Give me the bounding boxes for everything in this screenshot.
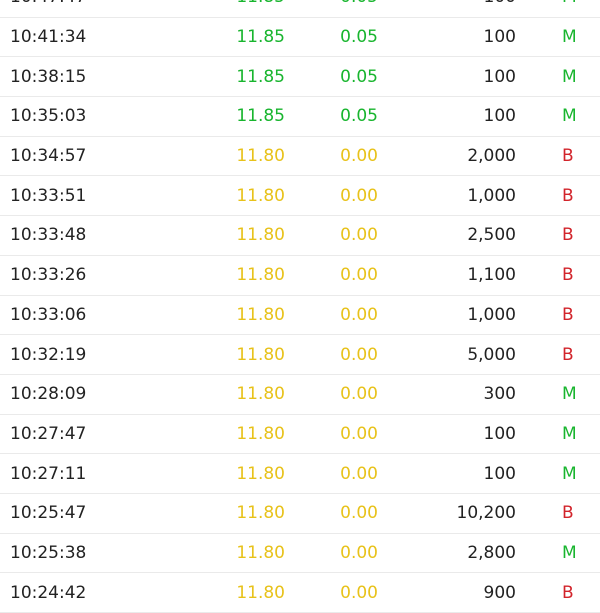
trade-type-badge: M: [562, 542, 577, 563]
trade-type-badge: M: [562, 66, 577, 87]
trade-time: 10:33:48: [10, 225, 87, 246]
trade-time: 10:35:03: [10, 106, 87, 127]
trade-volume: 1,000: [467, 304, 516, 325]
trade-volume: 2,000: [467, 146, 516, 167]
trade-volume: 100: [484, 0, 516, 7]
trade-type-badge: B: [562, 185, 574, 206]
trade-row[interactable]: 10:34:57 11.80 0.00 2,000 B: [0, 137, 600, 177]
trade-type-badge: B: [562, 225, 574, 246]
trade-time: 10:33:06: [10, 304, 87, 325]
trade-change: 0.00: [340, 146, 378, 167]
trade-volume: 100: [483, 66, 516, 87]
trade-price: 11.80: [236, 265, 285, 286]
trade-time: 10:33:26: [10, 265, 87, 286]
trade-row[interactable]: 10:38:15 11.85 0.05 100 M: [0, 57, 600, 98]
trade-change: 0.05: [340, 27, 378, 48]
trade-price: 11.80: [236, 185, 285, 206]
trade-price: 11.80: [236, 463, 285, 484]
trade-volume: 5,000: [467, 344, 516, 365]
trade-volume: 100: [483, 423, 516, 444]
trade-type-badge: M: [562, 106, 577, 127]
trade-volume: 300: [483, 384, 516, 405]
trade-time: 10:32:19: [10, 344, 87, 365]
trade-time: 10:38:15: [10, 66, 87, 87]
trade-row[interactable]: 10:32:19 11.80 0.00 5,000 B: [0, 335, 600, 375]
trade-type-badge: B: [562, 304, 574, 325]
trade-change: 0.00: [340, 304, 378, 325]
trade-row[interactable]: 10:24:42 11.80 0.00 900 B: [0, 573, 600, 613]
trade-price: 11.85: [236, 106, 285, 127]
trade-change: 0.00: [340, 225, 378, 246]
trade-price: 11.85: [236, 66, 285, 87]
trade-change: 0.00: [340, 185, 378, 206]
trade-time: 10:33:51: [10, 185, 87, 206]
trade-price: 11.80: [236, 146, 285, 167]
trade-change: 0.00: [340, 503, 378, 524]
trade-price: 11.80: [236, 344, 285, 365]
trade-type-badge: B: [562, 344, 574, 365]
trade-row[interactable]: 10:35:03 11.85 0.05 100 M: [0, 97, 600, 137]
trade-volume: 100: [483, 27, 516, 48]
trade-row[interactable]: 10:33:51 11.80 0.00 1,000 B: [0, 176, 600, 217]
trade-price: 11.85: [236, 27, 285, 48]
trade-change: 0.05: [340, 106, 378, 127]
trade-time: 10:34:57: [10, 146, 87, 167]
trade-price: 11.80: [236, 423, 285, 444]
trade-time: 10:27:11: [10, 463, 87, 484]
trade-time: 10:47:47: [10, 0, 86, 7]
trade-time: 10:28:09: [10, 384, 87, 405]
trade-change: 0.05: [340, 66, 378, 87]
trade-type-badge: B: [562, 146, 574, 167]
trade-row[interactable]: 10:27:11 11.80 0.00 100 M: [0, 454, 600, 494]
trade-row[interactable]: 10:47:47 11.85 0.05 100 M: [0, 0, 600, 18]
trade-change: 0.00: [340, 582, 378, 603]
trade-volume: 900: [483, 582, 516, 603]
trade-change: 0.00: [340, 344, 378, 365]
trade-time: 10:24:42: [10, 582, 87, 603]
trade-time: 10:27:47: [10, 423, 87, 444]
trade-time: 10:41:34: [10, 27, 87, 48]
trade-type-badge: B: [562, 582, 574, 603]
trade-time: 10:25:47: [10, 503, 87, 524]
trade-change: 0.00: [340, 384, 378, 405]
trade-time: 10:25:38: [10, 542, 87, 563]
trade-change: 0.00: [340, 423, 378, 444]
trade-volume: 1,100: [467, 265, 516, 286]
trade-price: 11.80: [236, 225, 285, 246]
trade-row[interactable]: 10:25:38 11.80 0.00 2,800 M: [0, 534, 600, 574]
trade-row[interactable]: 10:33:48 11.80 0.00 2,500 B: [0, 216, 600, 256]
trade-type-badge: M: [562, 0, 577, 7]
trade-change: 0.00: [340, 265, 378, 286]
trade-volume: 1,000: [467, 185, 516, 206]
trade-volume: 2,800: [467, 542, 516, 563]
trade-type-badge: M: [562, 384, 577, 405]
trade-price: 11.80: [236, 384, 285, 405]
trade-change: 0.00: [340, 463, 378, 484]
trade-type-badge: M: [562, 27, 577, 48]
trade-price: 11.85: [236, 0, 285, 7]
trade-row[interactable]: 10:33:26 11.80 0.00 1,100 B: [0, 256, 600, 296]
trade-volume: 100: [483, 106, 516, 127]
trade-price: 11.80: [236, 542, 285, 563]
trade-type-badge: M: [562, 423, 577, 444]
trade-row[interactable]: 10:33:06 11.80 0.00 1,000 B: [0, 296, 600, 336]
trade-row[interactable]: 10:41:34 11.85 0.05 100 M: [0, 18, 600, 58]
trade-price: 11.80: [236, 582, 285, 603]
trade-row[interactable]: 10:25:47 11.80 0.00 10,200 B: [0, 494, 600, 534]
trade-volume: 100: [483, 463, 516, 484]
trade-change: 0.05: [340, 0, 378, 7]
trade-type-badge: B: [562, 503, 574, 524]
trade-type-badge: M: [562, 463, 577, 484]
trade-volume: 10,200: [456, 503, 516, 524]
trade-change: 0.00: [340, 542, 378, 563]
trade-price: 11.80: [236, 304, 285, 325]
trade-type-badge: B: [562, 265, 574, 286]
trade-volume: 2,500: [467, 225, 516, 246]
trade-price: 11.80: [236, 503, 285, 524]
trade-row[interactable]: 10:27:47 11.80 0.00 100 M: [0, 415, 600, 455]
trade-row[interactable]: 10:28:09 11.80 0.00 300 M: [0, 375, 600, 415]
